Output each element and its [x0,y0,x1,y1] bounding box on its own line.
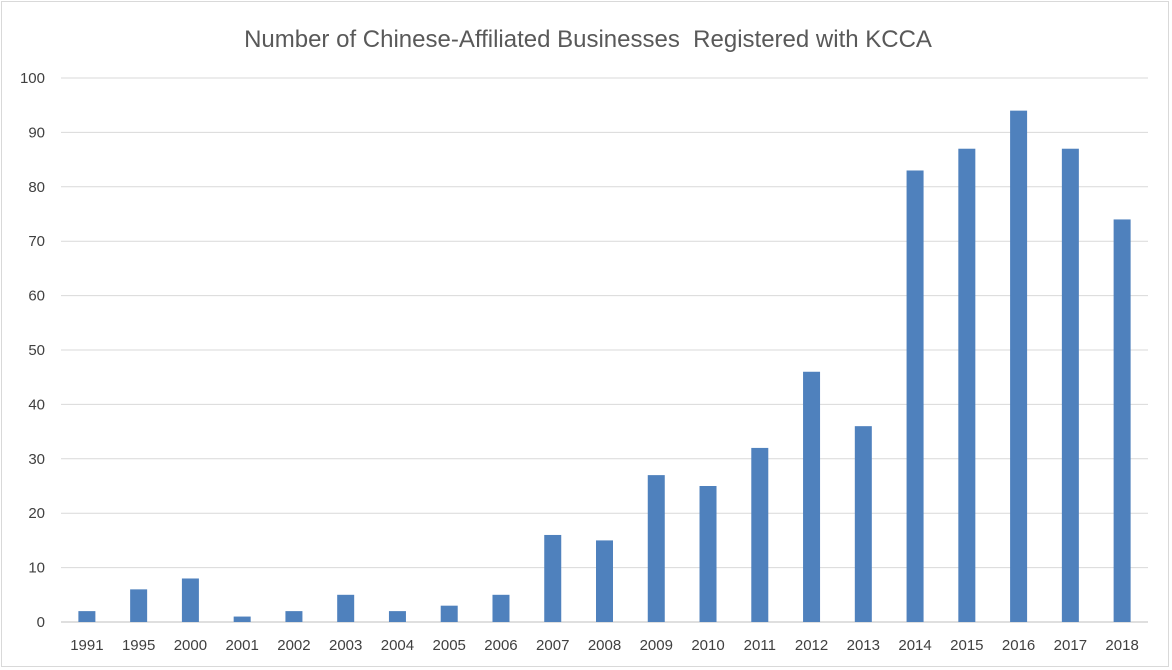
y-tick-label: 60 [28,288,45,305]
bar-2012 [803,371,821,622]
bar-2002 [285,611,303,622]
bar-2003 [337,594,355,622]
y-tick-label: 90 [28,124,45,141]
bar-1991 [78,611,96,622]
bar-2014 [906,170,924,623]
x-tick-label: 1995 [122,637,155,654]
y-tick-label: 70 [28,233,45,250]
x-tick-label: 2017 [1054,637,1087,654]
y-tick-label: 0 [37,614,45,631]
bar-2000 [181,578,199,622]
y-tick-label: 100 [20,70,45,87]
bar-2010 [699,486,717,622]
x-tick-label: 1991 [70,637,103,654]
x-tick-label: 2008 [588,637,621,654]
x-tick-label: 2002 [277,637,310,654]
x-tick-label: 2016 [1002,637,1035,654]
x-axis-ticks: 1991 1995 2000 2001 2002 2003 2004 2005 2006 2007… [70,637,1139,654]
bar-2017 [1061,148,1079,622]
x-tick-label: 2000 [174,637,207,654]
y-tick-label: 10 [28,560,45,577]
x-tick-label: 2003 [329,637,362,654]
y-tick-label: 20 [28,505,45,522]
y-tick-label: 50 [28,342,45,359]
bar-2011 [751,447,769,622]
x-tick-label: 2010 [691,637,724,654]
bar-2006 [492,594,510,622]
bar-2008 [596,540,613,622]
x-tick-label: 2005 [433,637,466,654]
bars [78,110,1131,623]
x-tick-label: 2004 [381,637,414,654]
x-tick-label: 2007 [536,637,569,654]
x-tick-label: 2001 [225,637,258,654]
bar-2005 [440,605,458,622]
y-tick-label: 80 [28,179,45,196]
x-tick-label: 2012 [795,637,828,654]
x-tick-label: 2014 [898,637,931,654]
bar-2013 [854,426,872,622]
bar-2018 [1113,219,1131,622]
y-axis-ticks: 0 10 20 30 40 50 60 70 80 90 100 [20,70,45,631]
x-tick-label: 2013 [847,637,880,654]
bar-2016 [1010,110,1028,622]
bar-2009 [647,475,665,622]
x-tick-label: 2009 [640,637,673,654]
x-tick-label: 2006 [484,637,517,654]
x-tick-label: 2018 [1105,637,1138,654]
y-tick-label: 40 [28,396,45,413]
bar-1995 [130,589,148,622]
y-tick-label: 30 [28,451,45,468]
x-tick-label: 2011 [744,637,776,654]
chart-title: Number of Chinese-Affiliated Businesses … [244,26,932,53]
bar-2004 [388,611,406,622]
bar-2001 [233,616,251,622]
bar-2015 [958,148,976,622]
bar-2007 [544,534,562,622]
x-tick-label: 2015 [950,637,983,654]
